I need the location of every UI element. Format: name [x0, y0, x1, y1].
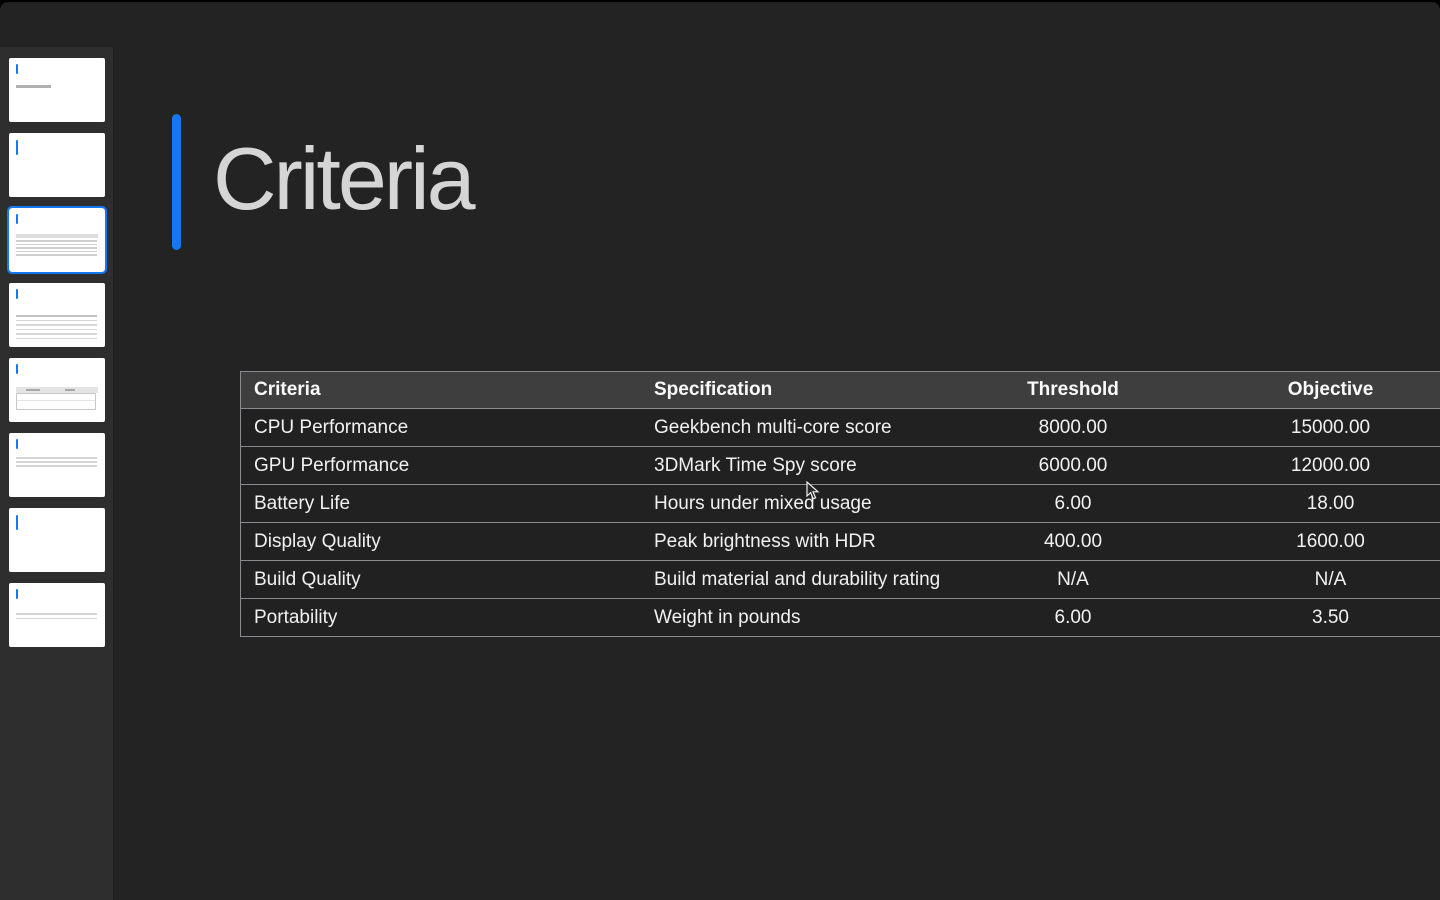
slide-title[interactable]: Criteria	[213, 129, 476, 228]
thumbnail-accent-bar	[16, 289, 18, 299]
table-row: Display Quality Peak brightness with HDR 4…	[240, 522, 1440, 561]
table-cell[interactable]: 8000.00	[952, 408, 1194, 447]
slide-thumbnail[interactable]	[9, 358, 105, 422]
table-cell[interactable]: Display Quality	[240, 522, 641, 561]
table-cell[interactable]: 6000.00	[952, 446, 1194, 485]
table-row: Build Quality Build material and durabili…	[240, 560, 1440, 599]
slide-thumbnail[interactable]	[7, 206, 107, 274]
table-row: Battery Life Hours under mixed usage 6.00 1…	[240, 484, 1440, 523]
thumbnail-accent-bar	[16, 589, 18, 599]
slides-sidebar[interactable]	[0, 47, 114, 900]
slide-thumbnail[interactable]	[9, 133, 105, 197]
slide-thumbnail[interactable]	[9, 58, 105, 122]
table-cell[interactable]: 400.00	[952, 522, 1194, 561]
table-cell[interactable]: Portability	[240, 598, 641, 637]
table-row: GPU Performance 3DMark Time Spy score 6000…	[240, 446, 1440, 485]
table-cell[interactable]: 12000.00	[1194, 446, 1440, 485]
slide-thumbnail[interactable]	[9, 283, 105, 347]
table-row: Portability Weight in pounds 6.00 3.50	[240, 598, 1440, 637]
criteria-table[interactable]: Criteria Specification Threshold Objective …	[240, 371, 1440, 637]
table-cell[interactable]: 3DMark Time Spy score	[641, 446, 952, 485]
table-cell[interactable]: Peak brightness with HDR	[641, 522, 952, 561]
table-cell[interactable]: GPU Performance	[240, 446, 641, 485]
thumbnail-accent-bar	[16, 439, 18, 449]
table-header-cell[interactable]: Specification	[641, 371, 952, 409]
table-cell[interactable]: Build material and durability rating	[641, 560, 952, 599]
table-header-cell[interactable]: Criteria	[240, 371, 641, 409]
table-cell[interactable]: Hours under mixed usage	[641, 484, 952, 523]
table-header-cell[interactable]: Threshold	[952, 371, 1194, 409]
table-cell[interactable]: 6.00	[952, 484, 1194, 523]
table-cell[interactable]: 1600.00	[1194, 522, 1440, 561]
slide-thumbnail[interactable]	[9, 508, 105, 572]
thumbnail-accent-bar	[16, 364, 18, 374]
thumbnail-accent-bar	[16, 214, 18, 224]
table-cell[interactable]: 6.00	[952, 598, 1194, 637]
slide-thumbnail[interactable]	[9, 433, 105, 497]
table-cell[interactable]: N/A	[1194, 560, 1440, 599]
table-cell[interactable]: N/A	[952, 560, 1194, 599]
table-cell[interactable]: 18.00	[1194, 484, 1440, 523]
table-header-row: Criteria Specification Threshold Objective	[240, 371, 1440, 409]
table-cell[interactable]: CPU Performance	[240, 408, 641, 447]
thumbnail-accent-bar	[16, 515, 18, 530]
table-cell[interactable]: 3.50	[1194, 598, 1440, 637]
slide-thumbnail[interactable]	[9, 583, 105, 647]
table-header-cell[interactable]: Objective	[1194, 371, 1440, 409]
table-cell[interactable]: Weight in pounds	[641, 598, 952, 637]
table-cell[interactable]: Battery Life	[240, 484, 641, 523]
thumbnail-accent-bar	[16, 64, 18, 74]
thumbnail-accent-bar	[16, 140, 18, 155]
table-cell[interactable]: Build Quality	[240, 560, 641, 599]
table-row: CPU Performance Geekbench multi-core scor…	[240, 408, 1440, 447]
table-cell[interactable]: Geekbench multi-core score	[641, 408, 952, 447]
slide-canvas: Criteria Criteria Specification Threshold O…	[114, 2, 1440, 900]
title-accent-bar	[172, 114, 181, 250]
table-cell[interactable]: 15000.00	[1194, 408, 1440, 447]
